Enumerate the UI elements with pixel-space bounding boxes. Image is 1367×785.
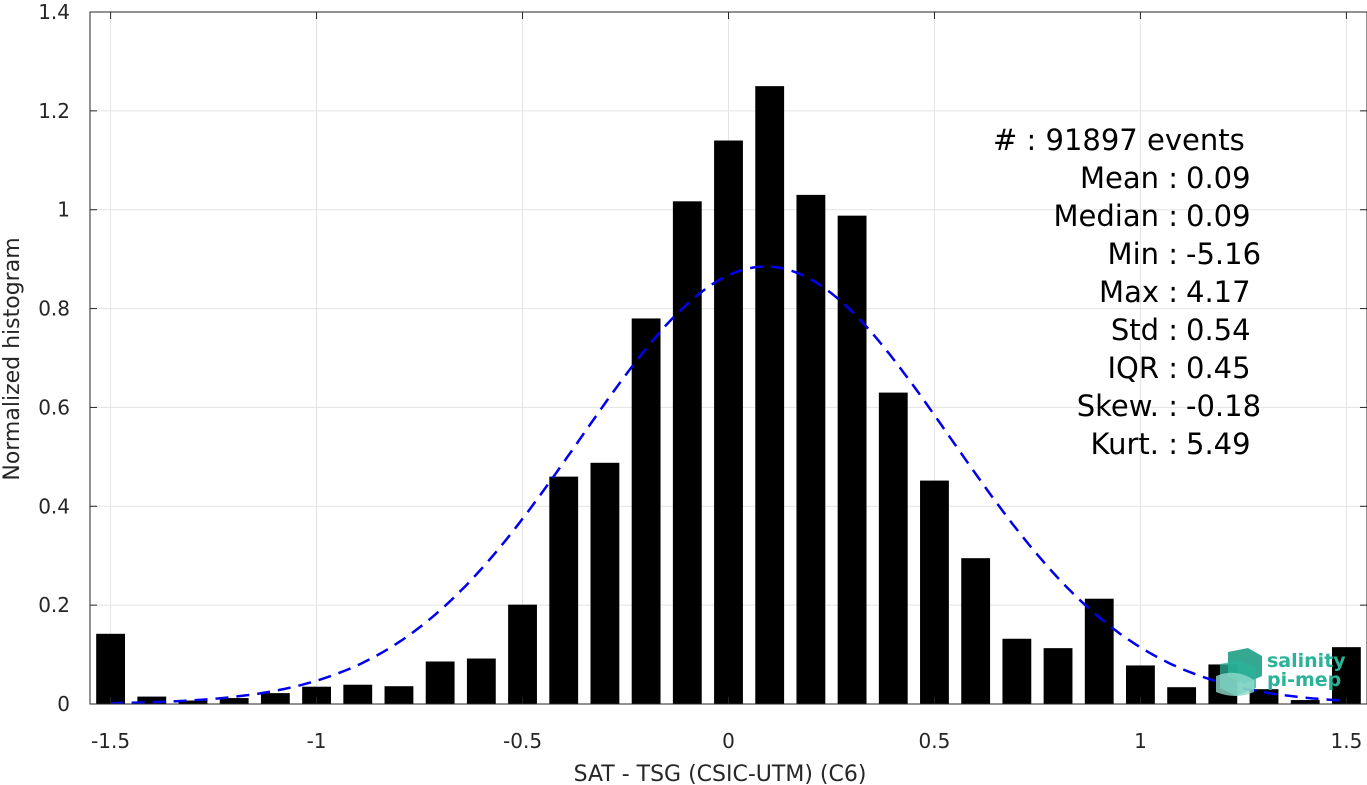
- histogram-bar: [878, 392, 908, 704]
- histogram-bar: [219, 698, 249, 704]
- stat-label: Kurt. :: [1091, 427, 1178, 461]
- stat-label: Std :: [1111, 313, 1178, 347]
- x-tick-label: 0.5: [919, 729, 951, 753]
- stat-value: 0.45: [1186, 351, 1251, 385]
- y-axis-label: Normalized histogram: [0, 237, 25, 480]
- histogram-bar: [466, 658, 496, 704]
- histogram-bars: [96, 86, 1361, 704]
- histogram-bar: [178, 700, 208, 704]
- histogram-bar: [384, 686, 414, 704]
- histogram-bar: [1290, 700, 1320, 704]
- stat-label: Skew. :: [1077, 389, 1178, 423]
- logo-text-salinity: salinity: [1267, 650, 1346, 672]
- histogram-bar: [1002, 638, 1032, 704]
- y-axis-ticks: 0 0.2 0.4 0.6 0.8 1 1.2 1.4: [38, 0, 1367, 716]
- stat-value: 0.09: [1186, 161, 1251, 195]
- histogram-bar: [425, 661, 455, 704]
- x-tick-label: -1: [307, 729, 327, 753]
- y-tick-label: 0: [57, 692, 70, 716]
- stat-label: Max :: [1099, 275, 1178, 309]
- histogram-bar: [1084, 598, 1114, 704]
- logo-text-pi-mep: pi-mep: [1267, 669, 1341, 691]
- y-tick-label: 0.6: [38, 395, 70, 419]
- histogram-bar: [714, 140, 743, 704]
- stat-label: Median :: [1054, 199, 1178, 233]
- stat-label: IQR :: [1107, 351, 1178, 385]
- histogram-bar: [672, 201, 702, 704]
- histogram-bar: [837, 215, 867, 704]
- stat-value: 4.17: [1186, 275, 1251, 309]
- y-tick-label: 0.4: [38, 494, 70, 518]
- histogram-bar: [549, 476, 579, 704]
- stat-value: -5.16: [1186, 237, 1261, 271]
- histogram-bar: [631, 318, 661, 704]
- stat-value: 0.54: [1186, 313, 1251, 347]
- x-axis-label: SAT - TSG (CSIC-UTM) (C6): [574, 762, 867, 785]
- x-tick-label: 0: [722, 729, 735, 753]
- x-axis-ticks: -1.5 -1 -0.5 0 0.5 1 1.5: [91, 12, 1362, 753]
- y-tick-label: 0.8: [38, 297, 70, 321]
- histogram-bar: [137, 696, 167, 704]
- stat-value: -0.18: [1186, 389, 1261, 423]
- x-tick-label: 1.5: [1330, 729, 1362, 753]
- histogram-bar: [961, 558, 991, 704]
- histogram-bar: [343, 684, 373, 704]
- histogram-bar: [508, 604, 537, 704]
- stat-value: 5.49: [1186, 427, 1251, 461]
- y-tick-label: 0.2: [38, 593, 70, 617]
- histogram-bar: [96, 633, 126, 704]
- histogram-bar: [1043, 648, 1073, 704]
- salinity-pi-mep-logo: salinity pi-mep: [1216, 648, 1346, 696]
- stat-label: Min :: [1108, 237, 1178, 271]
- logo-emblem-icon: [1216, 648, 1262, 696]
- histogram-bar: [1331, 647, 1361, 704]
- x-tick-label: 1: [1134, 729, 1147, 753]
- stat-line-count: # : 91897 events: [993, 123, 1245, 157]
- histogram-bar: [260, 693, 290, 704]
- histogram-bar: [1167, 687, 1197, 704]
- histogram-bar: [590, 462, 620, 704]
- x-tick-label: -0.5: [503, 729, 542, 753]
- histogram-bar: [302, 686, 331, 704]
- y-tick-label: 1.2: [38, 99, 70, 123]
- histogram-bar: [920, 480, 949, 704]
- histogram-bar: [755, 86, 785, 704]
- histogram-bar: [796, 194, 826, 704]
- stat-label: Mean :: [1080, 161, 1178, 195]
- y-tick-label: 1: [57, 198, 70, 222]
- y-tick-label: 1.4: [38, 0, 70, 24]
- x-tick-label: -1.5: [91, 729, 130, 753]
- stat-value: 0.09: [1186, 199, 1251, 233]
